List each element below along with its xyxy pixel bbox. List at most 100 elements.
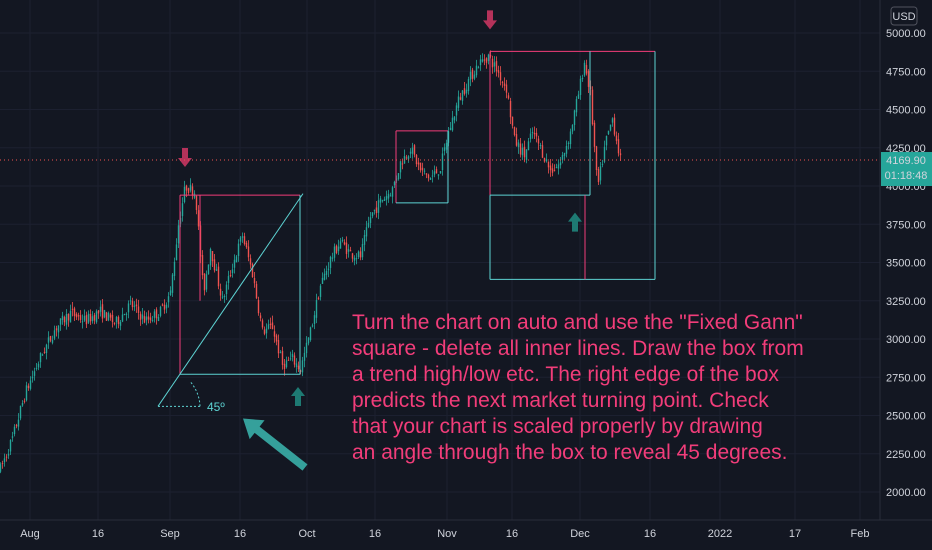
up-arrow-icon (568, 212, 582, 232)
candle-body (547, 161, 550, 168)
last-price-countdown: 01:18:48 (885, 170, 928, 182)
candle-body (343, 242, 346, 245)
candle-body (393, 181, 396, 186)
candle-body (215, 269, 218, 271)
candle-body (93, 314, 96, 321)
candle-body (259, 315, 262, 319)
candle-body (431, 175, 434, 177)
candle-body (91, 316, 94, 322)
angle-arc (189, 380, 201, 407)
candle-body (135, 304, 138, 307)
candle-body (309, 327, 312, 341)
candle-body (21, 403, 24, 406)
candle-body (101, 304, 104, 319)
candle-body (229, 275, 232, 277)
candle-body (321, 277, 324, 284)
candle-body (33, 371, 36, 376)
candle-body (5, 456, 8, 458)
candle-body (7, 453, 10, 456)
candle-body (469, 71, 472, 80)
candle-body (61, 315, 64, 321)
grid (0, 0, 880, 520)
candle-body (287, 359, 290, 361)
price-tick-label: 4250.00 (886, 143, 926, 155)
candle-body (427, 174, 430, 179)
candle-body (3, 458, 6, 463)
candle-body (155, 309, 158, 319)
time-axis[interactable]: Aug 16 Sep 16 Oct 16 Nov 16 Dec 16 2022 17 Feb (0, 519, 932, 550)
candle-body (417, 162, 420, 165)
candle-body (597, 169, 600, 183)
candle-body (1, 462, 4, 464)
candle-body (217, 266, 220, 287)
candle-body (581, 77, 584, 79)
candle-body (511, 116, 514, 126)
price-axis[interactable]: 2000.00 2250.00 2500.00 2750.00 3000.00 3250.… (879, 0, 932, 520)
candle-body (211, 250, 214, 262)
candle-body (523, 146, 526, 158)
candle-body (429, 178, 432, 180)
candle-body (99, 306, 102, 312)
candle-body (249, 258, 252, 265)
candle-body (509, 100, 512, 118)
candle-body (445, 142, 448, 150)
candle-body (569, 131, 572, 145)
time-tick-label: 16 (234, 528, 246, 540)
candle-body (501, 81, 504, 83)
candle-body (253, 277, 256, 284)
candle-body (281, 350, 284, 365)
candle-body (219, 288, 222, 296)
candle-body (467, 79, 470, 92)
candle-body (185, 185, 188, 191)
candle-body (105, 312, 108, 321)
candle-body (421, 167, 424, 171)
candle-body (305, 342, 308, 354)
candle-body (195, 195, 198, 210)
candle-body (191, 186, 194, 196)
candle-body (519, 143, 522, 155)
price-ticks: 2000.00 2250.00 2500.00 2750.00 3000.00 3250.… (886, 28, 926, 499)
candle-body (461, 90, 464, 101)
candle-body (301, 360, 304, 373)
candle-body (143, 316, 146, 323)
candle-body (465, 89, 468, 94)
candle-body (123, 313, 126, 316)
candle-body (495, 61, 498, 72)
candle-body (231, 269, 234, 274)
candle-body (189, 184, 192, 191)
candle-body (453, 116, 456, 121)
candle-body (347, 248, 350, 252)
candle-body (525, 149, 528, 160)
candle-body (177, 225, 180, 244)
candle-body (529, 133, 532, 139)
candle-body (419, 162, 422, 171)
candle-body (27, 385, 30, 388)
candle-body (175, 244, 178, 261)
candle-body (275, 335, 278, 342)
candle-body (63, 317, 66, 323)
candle-body (619, 153, 622, 156)
candle-body (57, 325, 60, 333)
pointer-arrow-icon (243, 418, 308, 471)
candle-body (399, 161, 402, 173)
candle-body (247, 246, 250, 258)
candle-body (285, 360, 288, 368)
time-tick-label: 16 (369, 528, 381, 540)
price-tick-label: 4500.00 (886, 105, 926, 117)
time-tick-label: Sep (160, 528, 180, 540)
candle-body (307, 337, 310, 344)
candle-body (559, 162, 562, 166)
candle-body (149, 317, 152, 321)
currency-badge[interactable]: USD (890, 6, 918, 26)
candle-body (209, 248, 212, 266)
candle-body (145, 316, 148, 321)
candle-body (463, 88, 466, 94)
candle-body (487, 54, 490, 61)
candle-body (387, 193, 390, 199)
candle-body (225, 284, 228, 295)
angle-label: 45º (207, 400, 225, 414)
time-tick-label: Aug (20, 528, 40, 540)
candle-body (113, 322, 116, 324)
candle-body (127, 303, 130, 313)
